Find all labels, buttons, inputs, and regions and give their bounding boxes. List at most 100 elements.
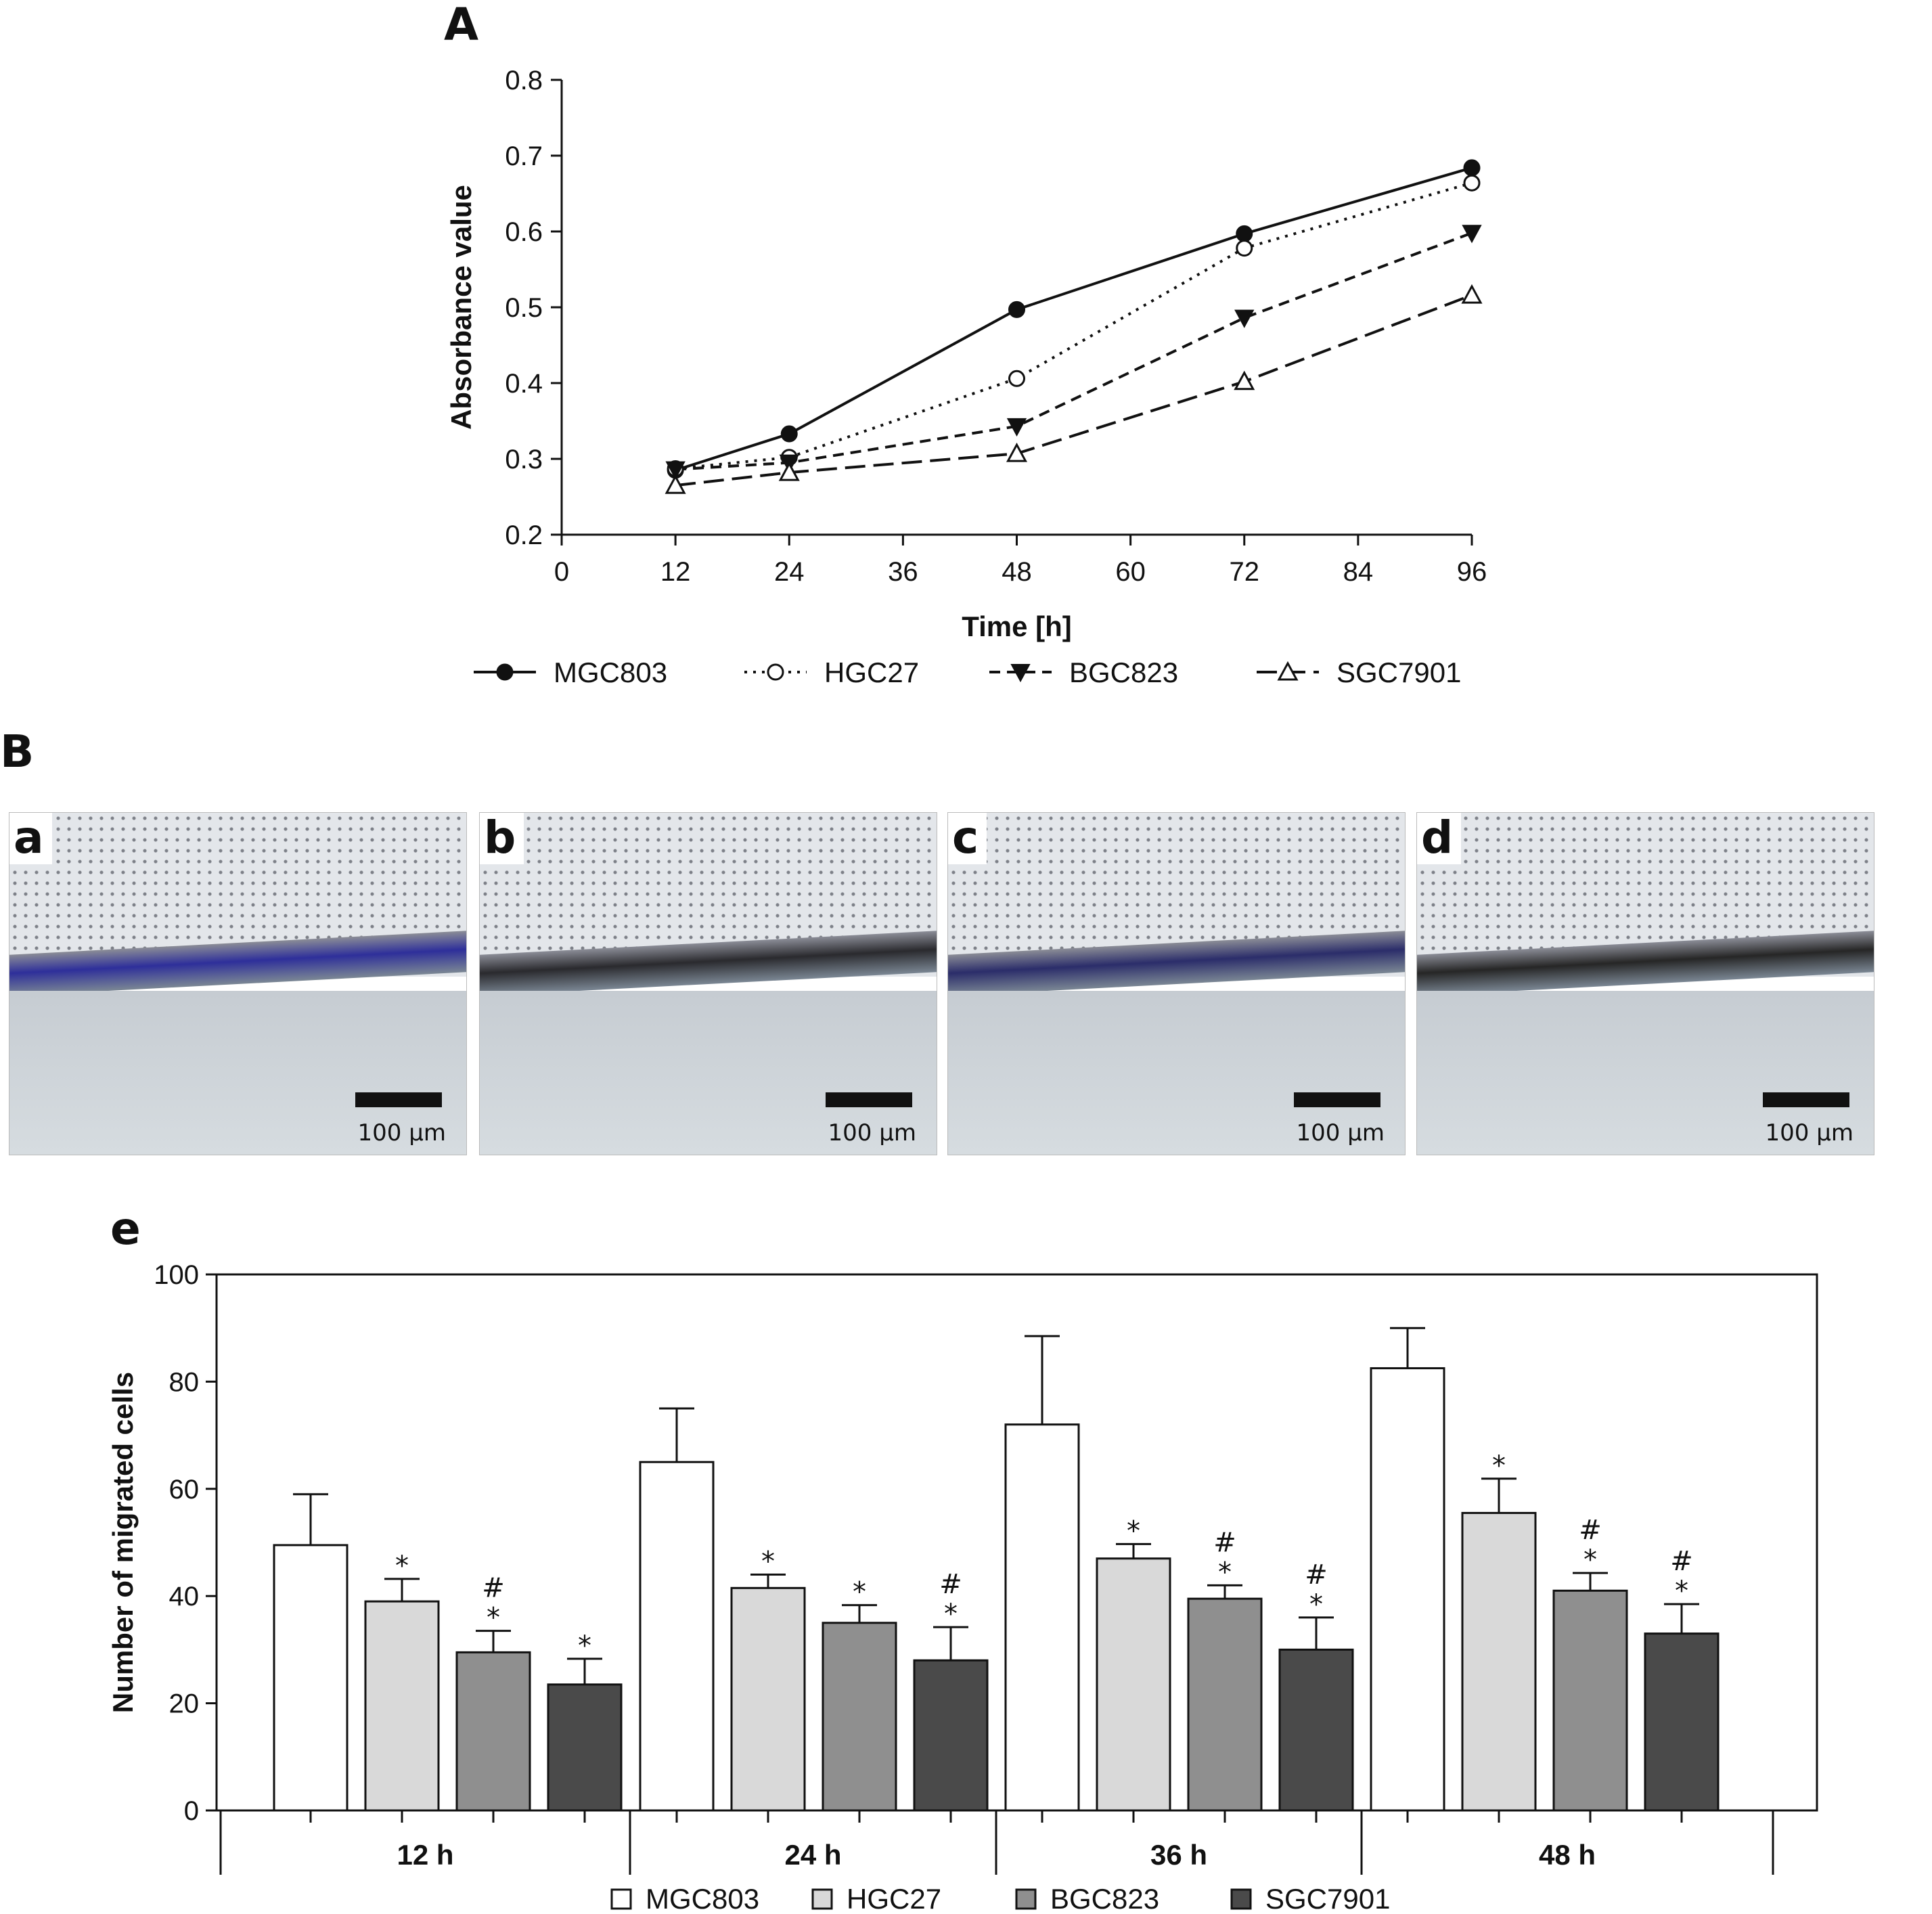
hash-mark: # bbox=[939, 1569, 962, 1600]
absorbance-line-chart: 0.2 0.3 0.4 0.5 0.6 0.7 0.8 0 12 24 36 48 60 72 84 96 Ti… bbox=[445, 66, 1487, 688]
scale-bar-label: 100 µm bbox=[1765, 1119, 1854, 1147]
legend-label: BGC823 bbox=[1069, 656, 1178, 688]
point-marker bbox=[665, 474, 686, 494]
point-marker bbox=[778, 462, 800, 481]
x-tick-label: 12 bbox=[660, 557, 691, 587]
micrograph-d: 100 µm d bbox=[1416, 812, 1874, 1155]
y-tick-label: 0.7 bbox=[505, 141, 543, 171]
significance-star: * bbox=[944, 1599, 958, 1630]
bar-sgc7901 bbox=[1644, 1632, 1720, 1812]
micrograph-c: 100 µm c bbox=[947, 812, 1406, 1155]
point-marker bbox=[1006, 443, 1028, 462]
micrograph-a: 100 µm a bbox=[9, 812, 467, 1155]
legend-label: BGC823 bbox=[1050, 1883, 1159, 1914]
legend-label: SGC7901 bbox=[1265, 1883, 1390, 1914]
y-axis-title: Number of migrated cells bbox=[107, 1372, 139, 1713]
point-marker bbox=[1006, 418, 1027, 437]
point-marker bbox=[780, 425, 798, 443]
y-tick-label: 0.2 bbox=[505, 520, 543, 550]
panel-label-b: B bbox=[0, 726, 35, 778]
point-marker bbox=[1461, 284, 1483, 304]
significance-star: * bbox=[1218, 1557, 1232, 1588]
x-tick-label: 24 bbox=[774, 557, 805, 587]
significance-star: * bbox=[1492, 1450, 1506, 1482]
scale-bar-label: 100 µm bbox=[828, 1119, 916, 1147]
category-label: 36 h bbox=[1150, 1839, 1207, 1871]
point-marker bbox=[665, 461, 686, 480]
point-marker bbox=[1462, 225, 1482, 244]
micrograph-letter: c bbox=[948, 813, 987, 864]
hash-mark: # bbox=[1579, 1515, 1602, 1546]
micrograph-letter: d bbox=[1417, 813, 1462, 864]
y-tick-label: 0 bbox=[184, 1796, 199, 1826]
scratch-area bbox=[948, 990, 1405, 1155]
bar-sgc7901 bbox=[913, 1659, 989, 1812]
y-tick-label: 80 bbox=[169, 1367, 200, 1397]
legend-swatch bbox=[1015, 1888, 1037, 1910]
significance-star: * bbox=[578, 1630, 591, 1662]
legend-label: HGC27 bbox=[824, 656, 919, 688]
point-marker bbox=[1234, 309, 1255, 328]
significance-star: * bbox=[1675, 1576, 1688, 1607]
series-line-mgc803 bbox=[675, 166, 1473, 472]
y-tick-label: 60 bbox=[169, 1475, 200, 1505]
bar-hgc27 bbox=[364, 1600, 440, 1812]
bar-hgc27 bbox=[1461, 1511, 1537, 1812]
scratch-area bbox=[9, 990, 466, 1155]
legend-label: SGC7901 bbox=[1336, 656, 1461, 688]
line-chart-series bbox=[665, 159, 1483, 494]
point-marker bbox=[1234, 370, 1255, 391]
category-label: 12 h bbox=[397, 1839, 453, 1871]
bar-sgc7901 bbox=[547, 1683, 623, 1812]
bar-mgc803 bbox=[273, 1544, 349, 1812]
bar-bgc823 bbox=[455, 1651, 531, 1812]
point-marker bbox=[1008, 301, 1025, 318]
line-chart-legend: MGC803 HGC27 BGC823 SGC7901 bbox=[474, 656, 1461, 688]
hash-mark: # bbox=[1305, 1559, 1328, 1590]
x-tick-label: 72 bbox=[1230, 557, 1260, 587]
micrograph-letter: a bbox=[9, 813, 52, 864]
point-marker bbox=[1277, 661, 1299, 681]
y-tick-label: 0.6 bbox=[505, 217, 543, 247]
legend-label: HGC27 bbox=[847, 1883, 941, 1914]
scale-bar bbox=[826, 1092, 912, 1107]
micrograph-letter: b bbox=[480, 813, 524, 864]
bar-chart-legend: MGC803 HGC27 BGC823 SGC7901 bbox=[610, 1883, 1390, 1914]
y-tick-label: 40 bbox=[169, 1582, 200, 1611]
point-marker bbox=[1008, 370, 1025, 387]
bar-bgc823 bbox=[1552, 1589, 1628, 1812]
bar-sgc7901 bbox=[1278, 1648, 1354, 1812]
category-label: 48 h bbox=[1539, 1839, 1596, 1871]
scale-bar-label: 100 µm bbox=[1296, 1119, 1385, 1147]
y-tick-label: 0.4 bbox=[505, 369, 543, 399]
scale-bar bbox=[355, 1092, 442, 1107]
bar-mgc803 bbox=[1370, 1367, 1445, 1812]
scratch-area bbox=[480, 990, 937, 1155]
x-tick-label: 84 bbox=[1343, 557, 1374, 587]
plot-frame bbox=[215, 1273, 1818, 1812]
series-line-hgc27 bbox=[675, 181, 1473, 470]
bar-bgc823 bbox=[822, 1622, 897, 1812]
point-marker bbox=[1010, 664, 1031, 683]
hash-mark: # bbox=[482, 1573, 505, 1604]
point-marker bbox=[767, 663, 784, 681]
significance-star: * bbox=[487, 1603, 500, 1634]
significance-star: * bbox=[1127, 1515, 1140, 1546]
scale-bar-label: 100 µm bbox=[357, 1119, 446, 1147]
point-marker bbox=[1236, 225, 1253, 242]
hash-mark: # bbox=[1213, 1527, 1236, 1558]
y-tick-label: 0.8 bbox=[505, 66, 543, 95]
hash-mark: # bbox=[1670, 1546, 1693, 1577]
point-marker bbox=[1463, 174, 1481, 192]
legend-swatch bbox=[1230, 1888, 1252, 1910]
bar-hgc27 bbox=[1096, 1557, 1171, 1812]
scale-bar bbox=[1294, 1092, 1380, 1107]
x-tick-label: 36 bbox=[888, 557, 918, 587]
legend-label: MGC803 bbox=[554, 656, 667, 688]
bar-hgc27 bbox=[730, 1586, 806, 1812]
line-chart-axes: 0.2 0.3 0.4 0.5 0.6 0.7 0.8 0 12 24 36 48 60 72 84 96 Ti… bbox=[445, 66, 1487, 642]
y-tick-label: 100 bbox=[154, 1260, 199, 1290]
x-tick-label: 96 bbox=[1457, 557, 1487, 587]
bar-bgc823 bbox=[1187, 1597, 1263, 1812]
x-axis-title: Time [h] bbox=[962, 610, 1072, 642]
